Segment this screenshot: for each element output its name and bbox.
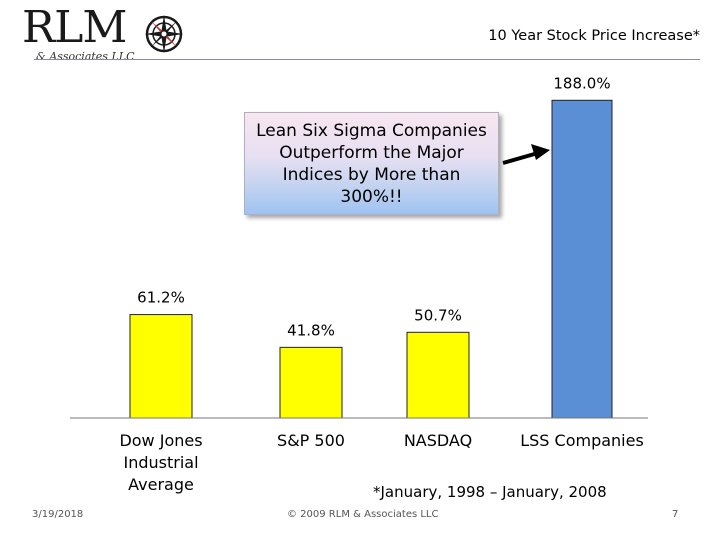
callout-arrow [502,144,550,165]
footer-date: 3/19/2018 [32,509,84,520]
company-logo: RLM & Associates LLC [22,6,192,66]
category-label-3: NASDAQ [404,431,472,450]
page-number: 7 [672,509,679,520]
header-divider [34,59,700,60]
category-label-1: Industrial [123,453,198,472]
compass-icon [145,15,183,53]
value-label-4: 188.0% [553,74,610,92]
slide-title: 10 Year Stock Price Increase* [488,28,700,44]
value-label-2: 41.8% [287,321,335,339]
bar-1 [129,314,193,419]
callout-text: Lean Six Sigma Companies Outperform the … [256,120,487,207]
category-label-4: LSS Companies [520,431,644,450]
bar-2 [279,346,343,419]
callout-box: Lean Six Sigma Companies Outperform the … [244,112,499,215]
category-label-1: Dow Jones [119,431,202,450]
bar-3 [406,331,470,419]
bar-4 [551,99,613,419]
date-range-footnote: *January, 1998 – January, 2008 [373,483,607,501]
footer-copyright: © 2009 RLM & Associates LLC [287,509,439,520]
value-label-1: 61.2% [137,289,185,307]
category-label-1: Average [128,475,194,494]
logo-text: RLM [22,2,127,53]
value-label-3: 50.7% [414,306,462,324]
category-label-2: S&P 500 [277,431,345,450]
